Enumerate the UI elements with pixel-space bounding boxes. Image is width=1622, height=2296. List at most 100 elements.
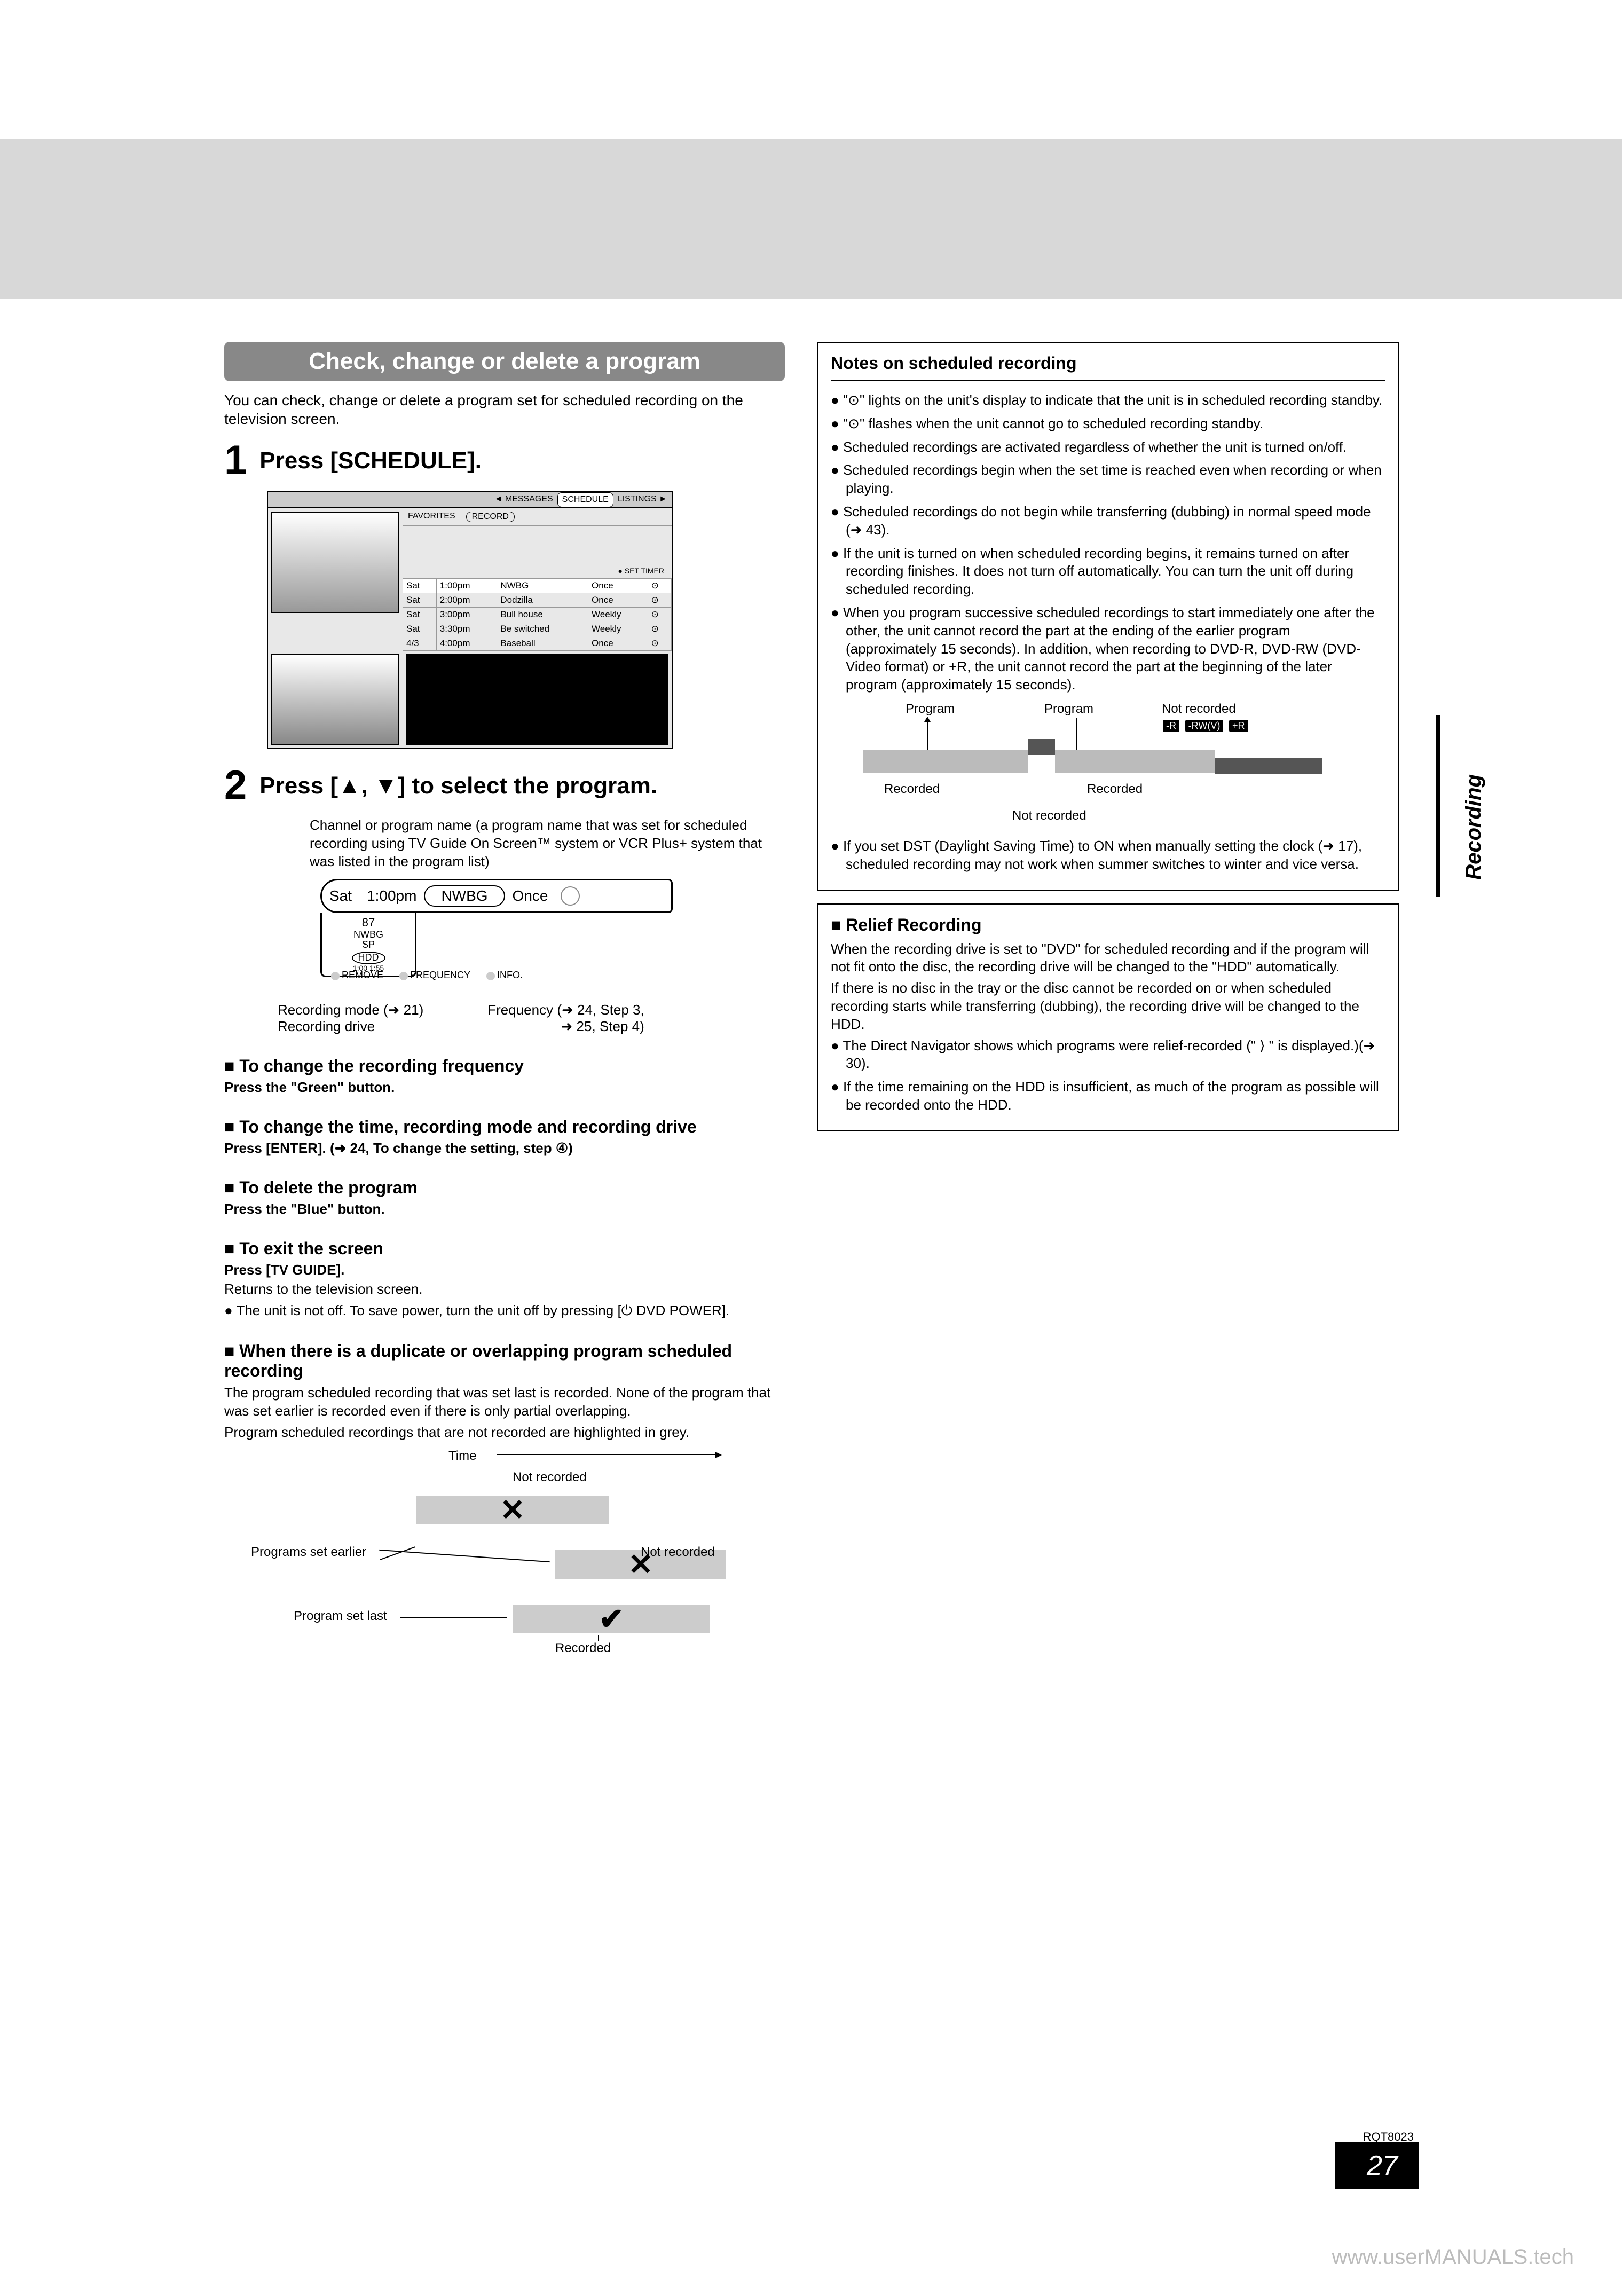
recorded-label: Recorded xyxy=(555,1641,611,1656)
not-recorded-label-1: Not recorded xyxy=(513,1470,587,1485)
time-axis-arrow xyxy=(497,1454,721,1455)
section-title: Check, change or delete a program xyxy=(224,342,785,381)
table-row: Sat1:00pmNWBGOnce⊙ xyxy=(403,579,672,593)
duplicate-heading: When there is a duplicate or overlapping… xyxy=(224,1341,785,1381)
relief-heading: ■ Relief Recording xyxy=(831,915,1385,935)
schedule-screen-mock: ◄ MESSAGES SCHEDULE LISTINGS ► FAVORITES… xyxy=(267,491,673,749)
notes-title: Notes on scheduled recording xyxy=(831,353,1385,381)
format-badges: -R -RW(V) +R xyxy=(1162,718,1249,733)
detail-drive: HDD xyxy=(352,952,385,964)
dot-icon xyxy=(486,972,495,980)
note-item: When you program successive scheduled re… xyxy=(831,604,1385,694)
relief-bullet-2: If the time remaining on the HDD is insu… xyxy=(831,1078,1385,1114)
detail-left-labels: Recording mode (➜ 21) Recording drive xyxy=(278,1002,423,1035)
program-timing-diagram: Program Program Not recorded -R -RW(V) +… xyxy=(863,702,1322,830)
detail-bar: Sat 1:00pm NWBG Once xyxy=(320,879,673,913)
step-1-text: Press [SCHEDULE]. xyxy=(259,440,482,474)
detail-channel-num: 87 xyxy=(327,916,410,929)
detail-mode: SP xyxy=(327,940,410,950)
preview-black xyxy=(406,654,668,745)
table-row: Sat3:00pmBull houseWeekly⊙ xyxy=(403,608,672,622)
notes-box: Notes on scheduled recording "⊙" lights … xyxy=(817,342,1399,891)
frequency-label: FREQUENCY xyxy=(410,970,470,980)
detail-time: 1:00pm xyxy=(359,887,424,905)
freq-instruction: Press the "Green" button. xyxy=(224,1079,785,1096)
dot-icon xyxy=(331,972,340,980)
exit-text: Returns to the television screen. xyxy=(224,1280,785,1299)
freq-heading: To change the recording frequency xyxy=(224,1056,785,1076)
footer-url: www.userMANUALS.tech xyxy=(1332,2245,1574,2269)
recorded-label-1: Recorded xyxy=(884,782,940,797)
favorites-label: FAVORITES xyxy=(408,512,455,522)
not-recorded-label: Not recorded xyxy=(1162,702,1236,717)
page-number: 27 xyxy=(1335,2142,1419,2189)
table-row: Sat2:00pmDodzillaOnce⊙ xyxy=(403,593,672,608)
program-label-2: Program xyxy=(1044,702,1093,717)
time-label: Time xyxy=(448,1449,476,1464)
gap-bar-1 xyxy=(1028,739,1055,755)
program-label-1: Program xyxy=(906,702,955,717)
duplicate-text-1: The program scheduled recording that was… xyxy=(224,1384,785,1420)
side-tab-bar xyxy=(1436,715,1440,897)
detail-program: NWBG xyxy=(424,885,505,907)
mode-instruction: Press [ENTER]. (➜ 24, To change the sett… xyxy=(224,1140,785,1157)
recorded-bar-2 xyxy=(1055,750,1215,773)
page-header-band xyxy=(0,139,1622,299)
tab-listings: LISTINGS ► xyxy=(613,492,672,507)
relief-box: ■ Relief Recording When the recording dr… xyxy=(817,903,1399,1131)
gap-bar-2 xyxy=(1215,758,1322,774)
delete-heading: To delete the program xyxy=(224,1178,785,1198)
note-dst: If you set DST (Daylight Saving Time) to… xyxy=(831,837,1385,874)
program-last-label: Program set last xyxy=(294,1609,387,1624)
overlap-bar-3: ✔ xyxy=(513,1605,710,1633)
x-icon: ✕ xyxy=(500,1492,525,1528)
note-item: Scheduled recordings do not begin while … xyxy=(831,503,1385,539)
exit-instruction: Press [TV GUIDE]. xyxy=(224,1262,785,1278)
set-timer-label: ● SET TIMER xyxy=(403,563,672,578)
relief-bullet-1: The Direct Navigator shows which program… xyxy=(831,1037,1385,1073)
not-recorded-label-2: Not recorded xyxy=(641,1545,715,1560)
exit-bullet: The unit is not off. To save power, turn… xyxy=(224,1302,785,1320)
step-2-number: 2 xyxy=(224,765,247,806)
not-recorded-label-bottom: Not recorded xyxy=(1012,808,1086,823)
note-item: Scheduled recordings are activated regar… xyxy=(831,438,1385,457)
remove-label: REMOVE xyxy=(342,970,383,980)
note-item: Scheduled recordings begin when the set … xyxy=(831,461,1385,498)
mode-heading: To change the time, recording mode and r… xyxy=(224,1117,785,1137)
caption-text: Channel or program name (a program name … xyxy=(310,816,785,870)
note-item: "⊙" flashes when the unit cannot go to s… xyxy=(831,415,1385,433)
tab-schedule: SCHEDULE xyxy=(557,492,613,507)
preview-thumbnail xyxy=(271,512,399,613)
left-column: Check, change or delete a program You ca… xyxy=(224,342,785,1673)
table-row: Sat3:30pmBe switchedWeekly⊙ xyxy=(403,622,672,636)
overlap-diagram: Time Not recorded ✕ ✕ ✔ Programs set ear… xyxy=(224,1449,737,1673)
step-2: 2 Press [▲, ▼] to select the program. xyxy=(224,765,785,806)
right-column: Notes on scheduled recording "⊙" lights … xyxy=(817,342,1399,1673)
exit-heading: To exit the screen xyxy=(224,1239,785,1259)
duplicate-text-2: Program scheduled recordings that are no… xyxy=(224,1424,785,1442)
relief-text-1: When the recording drive is set to "DVD"… xyxy=(831,940,1385,977)
detail-freq: Once xyxy=(505,887,556,905)
step-2-text: Press [▲, ▼] to select the program. xyxy=(259,765,657,799)
detail-button-row: REMOVE FREQUENCY INFO. xyxy=(331,970,523,981)
side-tab-label: Recording xyxy=(1462,774,1486,880)
table-row: 4/34:00pmBaseballOnce⊙ xyxy=(403,636,672,651)
relief-text-2: If there is no disc in the tray or the d… xyxy=(831,979,1385,1033)
detail-right-labels: Frequency (➜ 24, Step 3, ➜ 25, Step 4) xyxy=(487,1002,644,1035)
step-1: 1 Press [SCHEDULE]. xyxy=(224,440,785,481)
tab-messages: ◄ MESSAGES xyxy=(490,492,557,507)
overlap-bar-1: ✕ xyxy=(416,1496,609,1524)
check-icon: ✔ xyxy=(599,1601,624,1637)
note-item: "⊙" lights on the unit's display to indi… xyxy=(831,391,1385,410)
dot-icon xyxy=(399,972,408,980)
page-content: Check, change or delete a program You ca… xyxy=(224,342,1399,1673)
detail-day: Sat xyxy=(322,887,359,905)
note-item: If the unit is turned on when scheduled … xyxy=(831,545,1385,599)
info-label: INFO. xyxy=(497,970,523,980)
recorded-label-2: Recorded xyxy=(1087,782,1143,797)
schedule-table: Sat1:00pmNWBGOnce⊙ Sat2:00pmDodzillaOnce… xyxy=(403,578,672,651)
detail-channel-name: NWBG xyxy=(327,930,410,940)
schedule-row-detail: Sat 1:00pm NWBG Once 87 NWBG SP HDD 1:00… xyxy=(278,879,726,996)
preview-thumbnail-2 xyxy=(271,654,399,745)
intro-text: You can check, change or delete a progra… xyxy=(224,391,785,428)
